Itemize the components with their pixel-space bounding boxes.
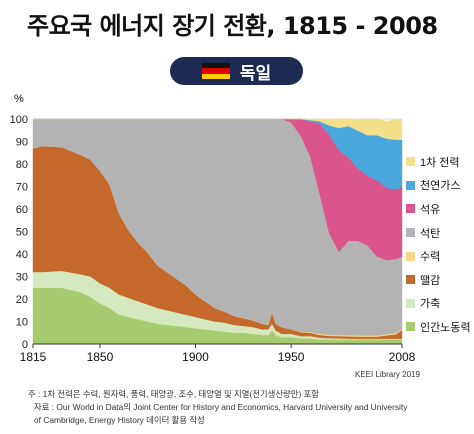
- x-tick-label: 1815: [20, 350, 47, 364]
- area-1차 전력: [33, 118, 403, 140]
- country-label: 독일: [239, 63, 272, 84]
- y-tick-label: 30: [16, 272, 28, 284]
- footnote-line: of Cambridge, Energy History 데이터 활용 작성: [34, 415, 205, 425]
- y-tick-label: 60: [16, 204, 28, 216]
- legend-swatch: [406, 298, 415, 308]
- legend-swatch: [406, 204, 415, 214]
- legend-swatch: [406, 275, 415, 285]
- legend-label: 석유: [420, 203, 441, 216]
- legend-label: 가축: [420, 298, 441, 311]
- legend-item: 인간노동력: [406, 315, 472, 339]
- legend-item: 석탄: [406, 221, 472, 245]
- legend-swatch: [406, 322, 415, 332]
- legend-item: 천연가스: [406, 174, 472, 198]
- legend-label: 석탄: [420, 227, 441, 240]
- legend-swatch: [406, 251, 415, 261]
- legend-swatch: [406, 228, 415, 238]
- x-tick-label: 1900: [182, 350, 209, 364]
- x-tick-label: 1850: [87, 350, 114, 364]
- y-tick-label: 90: [16, 137, 28, 149]
- x-tick-label: 1950: [278, 350, 305, 364]
- legend-item: 석유: [406, 197, 472, 221]
- legend-label: 인간노동력: [420, 321, 471, 334]
- y-tick-label: 50: [16, 227, 28, 239]
- y-tick-label: 10: [16, 317, 28, 329]
- flag-stripe-red: [201, 68, 230, 74]
- footnote-line: 주 : 1차 전력은 수력, 원자력, 풍력, 태양광, 조수, 태양열 및 지…: [28, 389, 319, 399]
- x-tick-label: 2008: [389, 350, 416, 364]
- y-tick-label: 100: [10, 114, 28, 126]
- legend-item: 땔감: [406, 268, 472, 292]
- germany-flag-icon: [201, 63, 230, 79]
- legend-item: 가축: [406, 292, 472, 316]
- country-badge: 독일: [170, 57, 303, 85]
- flag-stripe-black: [201, 63, 230, 69]
- y-tick-label: 70: [16, 182, 28, 194]
- y-tick-label: 40: [16, 249, 28, 261]
- legend-swatch: [406, 180, 415, 190]
- y-tick-label: 20: [16, 294, 28, 306]
- area-series: [32, 118, 403, 345]
- y-tick-label: 80: [16, 159, 28, 171]
- axes: 0 10 20 30 40 50 60 70 80 90 100 1815 1850 1900 1950 20…: [10, 114, 416, 364]
- legend-label: 천연가스: [420, 180, 461, 193]
- legend-item: 수력: [406, 244, 472, 268]
- legend-label: 땔감: [420, 274, 441, 287]
- legend-item: 1차 전력: [406, 150, 472, 174]
- legend-label: 수력: [420, 251, 441, 264]
- footnote-line: 자료 : Our World in Data의 Joint Center for…: [34, 402, 408, 412]
- flag-stripe-gold: [201, 73, 230, 79]
- legend-swatch: [406, 157, 415, 167]
- credit-text: KEEI Library 2019: [355, 370, 420, 379]
- footnotes: 주 : 1차 전력은 수력, 원자력, 풍력, 태양광, 조수, 태양열 및 지…: [28, 388, 468, 427]
- legend-label: 1차 전력: [420, 156, 460, 169]
- y-axis-unit: %: [14, 93, 24, 105]
- y-tick-label: 0: [22, 339, 28, 351]
- page-title: 주요국 에너지 장기 전환, 1815 - 2008: [27, 12, 438, 40]
